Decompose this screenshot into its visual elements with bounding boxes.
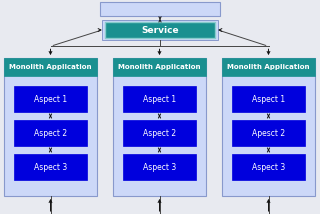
Bar: [102, 20, 218, 40]
Text: Apesct 2: Apesct 2: [252, 128, 285, 138]
Text: Aspect 3: Aspect 3: [143, 162, 176, 171]
Bar: [14, 120, 87, 146]
Bar: [232, 154, 305, 180]
Text: Aspect 1: Aspect 1: [143, 95, 176, 104]
Bar: [123, 154, 196, 180]
Bar: [222, 58, 315, 196]
Bar: [4, 58, 97, 76]
Bar: [123, 120, 196, 146]
Text: Aspect 1: Aspect 1: [34, 95, 67, 104]
Text: Monolith Application: Monolith Application: [9, 64, 92, 70]
Bar: [232, 120, 305, 146]
Text: Aspect 1: Aspect 1: [252, 95, 285, 104]
Text: Monolith Application: Monolith Application: [227, 64, 310, 70]
Bar: [4, 58, 97, 196]
Bar: [14, 86, 87, 112]
Bar: [14, 154, 87, 180]
Text: Aspect 2: Aspect 2: [143, 128, 176, 138]
Bar: [113, 58, 206, 76]
Bar: [100, 2, 220, 16]
Bar: [113, 58, 206, 196]
Bar: [105, 22, 215, 38]
Text: Aspect 3: Aspect 3: [34, 162, 67, 171]
Text: Aspect 2: Aspect 2: [34, 128, 67, 138]
Bar: [123, 86, 196, 112]
Text: Monolith Application: Monolith Application: [118, 64, 201, 70]
Bar: [232, 86, 305, 112]
Bar: [222, 58, 315, 76]
Text: Service: Service: [141, 25, 179, 34]
Text: Aspect 3: Aspect 3: [252, 162, 285, 171]
